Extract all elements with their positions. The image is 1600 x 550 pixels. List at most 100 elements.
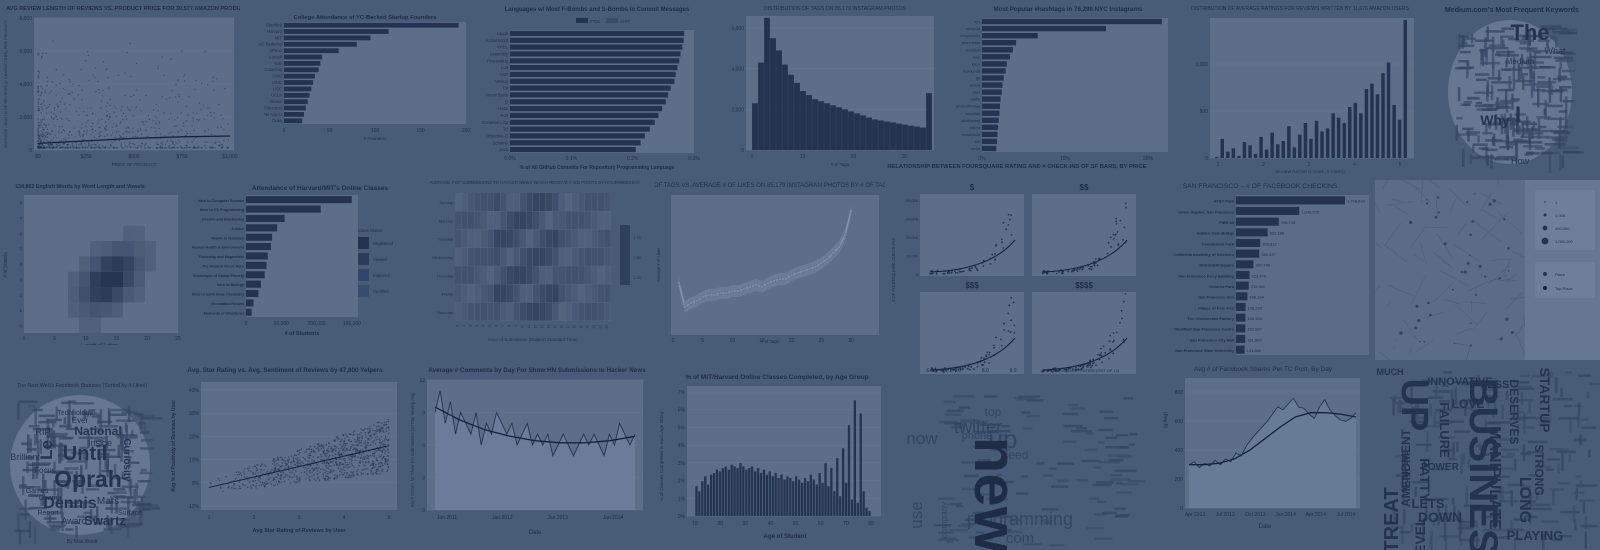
scatter-point [253,465,256,467]
scatter-point [374,436,377,439]
scatter-point [316,468,318,470]
scatter-point [196,147,198,149]
cloud-filler [1516,424,1520,434]
cloud-filler [1433,411,1436,428]
bar [246,196,352,204]
scatter-point [72,146,74,149]
cloud-filler [1520,374,1530,378]
category-label: Candlestick Park [1202,241,1235,246]
heat-cell [455,247,462,266]
scatter-point [98,132,100,135]
scatter-point [370,472,372,474]
scatter-point [375,432,377,434]
scatter-point [41,87,44,90]
scatter-point [65,147,68,149]
category-label: park [973,91,980,95]
scatter-point [297,460,299,462]
scatter-point [311,471,313,474]
x-tick-label: 20 [144,336,150,342]
scatter-point [207,141,209,143]
scatter-point [383,456,385,458]
scatter-point [369,444,371,447]
cloud-filler [1521,73,1528,76]
heat-cell [461,229,468,248]
cloud-word: top [985,405,1002,419]
scatter-point [115,115,118,118]
cloud-filler [1505,141,1523,144]
cloud-filler [44,517,57,520]
cloud-filler [122,450,134,453]
cloud-filler [1439,535,1460,538]
scatter-point [993,346,996,349]
scatter-point [313,446,316,448]
cloud-filler [1526,151,1534,154]
scatter-point [206,115,209,117]
cloud-filler [1092,483,1112,487]
heat-cell [481,211,488,230]
scatter-point [343,472,346,474]
map-place [1466,200,1469,204]
scatter-point [321,459,324,461]
scatter-point [49,146,52,148]
scatter-point [47,106,49,108]
bar [246,233,273,241]
cloud-filler [1394,455,1404,458]
scatter-point [336,474,339,477]
scatter-point [213,117,215,119]
scatter-point [75,144,78,146]
scatter-point [120,145,123,148]
scatter-point [1003,329,1005,331]
scatter-point [1102,345,1105,348]
y-tick-label: 1% [678,496,686,502]
cloud-filler [1399,400,1402,413]
bar [246,243,271,251]
cloud-filler [1403,509,1406,525]
scatter-point [1041,370,1043,373]
scatter-point [369,455,371,457]
cloud-filler [85,488,99,491]
cloud-filler [50,428,53,449]
heat-cell [79,317,90,333]
scatter-point [249,485,252,488]
scatter-point [247,479,249,481]
bar [1359,113,1363,158]
y-tick-label: 2% [678,479,686,485]
x-tick-label: Jan 2011 [437,515,457,521]
cloud-filler [1510,520,1513,533]
cloud-filler [1416,407,1420,429]
bar [803,478,807,516]
cloud-filler [1577,402,1581,416]
scatter-point [305,477,307,480]
scatter-point [324,454,327,457]
scatter-point [351,443,353,446]
scatter-point [285,464,287,467]
scatter-point [120,135,122,138]
x-tick-label: 7 [501,325,505,327]
heat-cell [500,302,507,321]
map-street [1409,349,1412,354]
bar [868,511,871,516]
cloud-filler [134,413,144,416]
scatter-point [370,464,372,467]
plot-area [201,382,397,510]
scatter-point [934,367,937,370]
scatter-point [275,459,277,461]
bar [856,502,859,516]
chart-title: College Attendance of YC-Backed Startup … [293,15,436,21]
cloud-filler [1536,465,1551,469]
cloud-filler [77,481,84,485]
scatter-point [969,267,971,270]
x-axis-label: Length of Letters [81,343,119,345]
scatter-point [42,145,45,147]
scatter-point [43,134,45,137]
cloud-filler [1056,479,1069,483]
heat-cell [526,229,533,248]
scatter-point [378,455,380,457]
scatter-point [284,456,286,459]
cloud-filler [1455,67,1472,70]
category-label: Cornell [269,54,282,59]
scatter-point [1123,226,1126,229]
heat-cell [507,211,514,230]
bar [704,476,707,516]
scatter-point [346,473,348,475]
